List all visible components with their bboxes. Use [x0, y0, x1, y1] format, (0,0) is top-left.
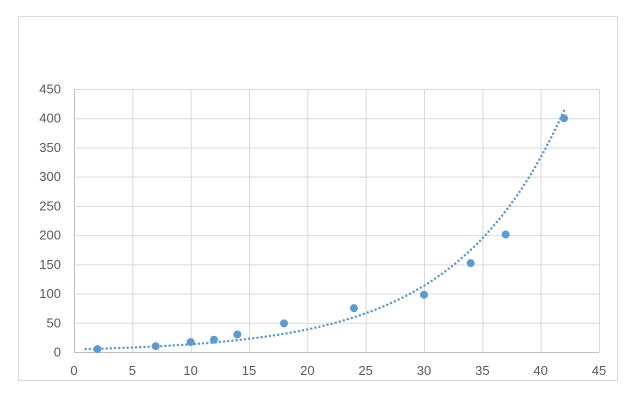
- y-tick-label: 300: [39, 169, 61, 184]
- y-tick-label: 150: [39, 257, 61, 272]
- x-tick-label: 15: [242, 363, 256, 378]
- y-tick-label: 250: [39, 198, 61, 213]
- x-tick-label: 30: [417, 363, 431, 378]
- trendline-path: [84, 109, 566, 351]
- y-tick-label: 0: [54, 345, 61, 360]
- data-point: [501, 230, 510, 239]
- x-tick-label: 40: [533, 363, 547, 378]
- x-tick-label: 45: [592, 363, 606, 378]
- y-tick-label: 350: [39, 140, 61, 155]
- data-point: [233, 330, 242, 339]
- scatter-chart: 0 5 10 15 20 25 30 35 40 45 0 50 100 150 200 250 300 350…: [39, 82, 606, 379]
- chart-area: 0 5 10 15 20 25 30 35 40 45 0 50 100 150 200 250 300 350…: [18, 16, 618, 381]
- data-points: [93, 114, 568, 354]
- data-point: [210, 335, 218, 344]
- data-point: [560, 114, 568, 123]
- y-axis-tick-labels: 0 50 100 150 200 250 300 350 400 450: [39, 82, 61, 360]
- data-point: [280, 319, 288, 328]
- axes: [74, 89, 599, 353]
- x-tick-label: 10: [183, 363, 197, 378]
- y-tick-label: 200: [39, 228, 61, 243]
- trendline: [84, 109, 566, 351]
- grid-lines: [74, 89, 600, 352]
- y-tick-label: 50: [47, 315, 61, 330]
- data-point: [466, 259, 475, 268]
- y-tick-label: 400: [39, 111, 61, 126]
- data-point: [420, 290, 428, 299]
- x-tick-label: 35: [475, 363, 489, 378]
- y-tick-label: 450: [39, 82, 61, 97]
- x-tick-label: 5: [129, 363, 136, 378]
- data-point: [186, 338, 195, 347]
- data-point: [350, 304, 358, 313]
- y-tick-label: 100: [39, 286, 61, 301]
- data-point: [93, 345, 102, 354]
- x-tick-label: 20: [300, 363, 314, 378]
- x-tick-label: 25: [358, 363, 372, 378]
- data-point: [151, 342, 160, 351]
- x-axis-tick-labels: 0 5 10 15 20 25 30 35 40 45: [70, 363, 606, 378]
- x-tick-label: 0: [70, 363, 77, 378]
